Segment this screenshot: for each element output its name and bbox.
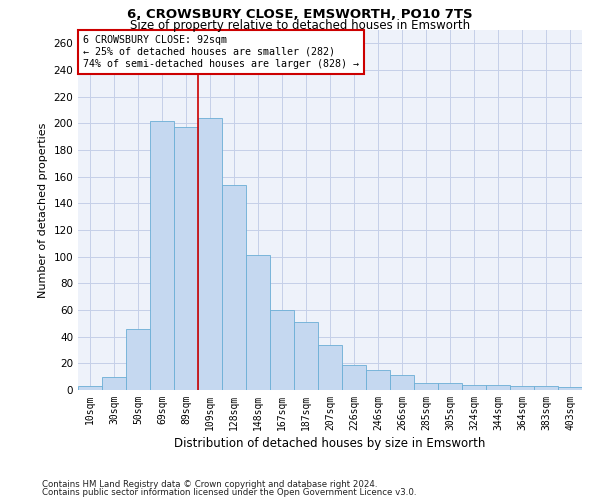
X-axis label: Distribution of detached houses by size in Emsworth: Distribution of detached houses by size … <box>175 437 485 450</box>
Bar <box>486 384 510 390</box>
Bar <box>318 344 342 390</box>
Text: Size of property relative to detached houses in Emsworth: Size of property relative to detached ho… <box>130 18 470 32</box>
Bar <box>390 376 414 390</box>
Bar <box>174 128 198 390</box>
Bar <box>126 328 150 390</box>
Bar <box>438 384 462 390</box>
Bar <box>366 370 390 390</box>
Bar <box>462 384 486 390</box>
Bar <box>414 384 438 390</box>
Text: 6 CROWSBURY CLOSE: 92sqm
← 25% of detached houses are smaller (282)
74% of semi-: 6 CROWSBURY CLOSE: 92sqm ← 25% of detach… <box>83 36 359 68</box>
Bar <box>294 322 318 390</box>
Text: Contains public sector information licensed under the Open Government Licence v3: Contains public sector information licen… <box>42 488 416 497</box>
Bar <box>150 120 174 390</box>
Bar <box>222 184 246 390</box>
Bar <box>78 386 102 390</box>
Bar <box>342 364 366 390</box>
Bar <box>534 386 558 390</box>
Y-axis label: Number of detached properties: Number of detached properties <box>38 122 48 298</box>
Bar <box>510 386 534 390</box>
Bar <box>102 376 126 390</box>
Bar <box>270 310 294 390</box>
Text: Contains HM Land Registry data © Crown copyright and database right 2024.: Contains HM Land Registry data © Crown c… <box>42 480 377 489</box>
Bar <box>198 118 222 390</box>
Bar <box>558 388 582 390</box>
Bar <box>246 256 270 390</box>
Text: 6, CROWSBURY CLOSE, EMSWORTH, PO10 7TS: 6, CROWSBURY CLOSE, EMSWORTH, PO10 7TS <box>127 8 473 20</box>
